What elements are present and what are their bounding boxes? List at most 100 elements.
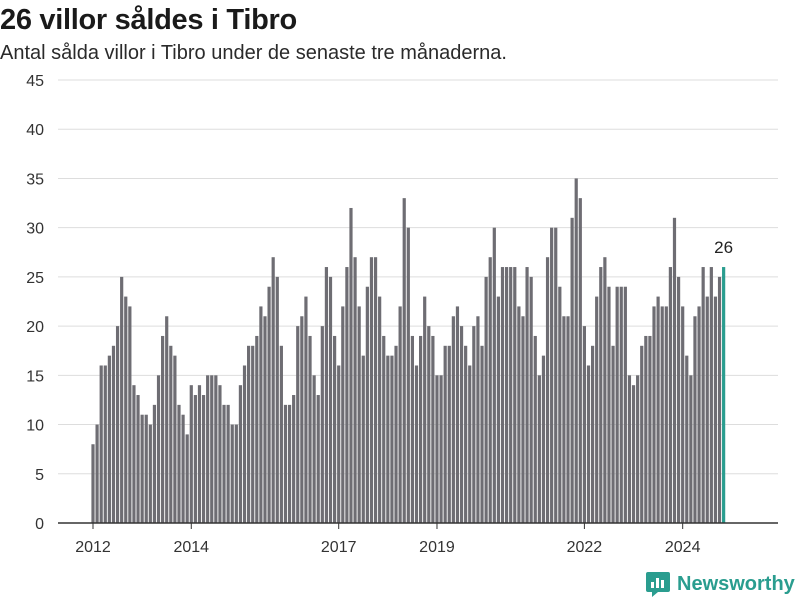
x-tick-label: 2022 <box>567 539 603 556</box>
bar <box>251 345 255 523</box>
bar <box>300 316 304 523</box>
bar <box>529 276 533 523</box>
bar <box>161 335 165 523</box>
bar <box>316 395 320 523</box>
bar <box>423 296 427 523</box>
bar <box>173 355 177 523</box>
bar <box>582 326 586 523</box>
bar <box>627 375 632 523</box>
bar <box>623 286 627 523</box>
y-tick-label: 30 <box>26 221 44 238</box>
chart-title: 26 villor såldes i Tibro <box>0 4 297 36</box>
y-tick-label: 40 <box>26 122 44 139</box>
bar <box>488 257 492 523</box>
bar <box>369 257 374 523</box>
bar <box>320 326 324 523</box>
bar <box>111 345 116 523</box>
bar <box>595 296 599 523</box>
x-tick-label: 2024 <box>665 539 701 556</box>
bar <box>255 335 259 523</box>
bar <box>533 335 537 523</box>
bar <box>91 444 95 523</box>
bar <box>144 414 148 523</box>
bar <box>95 424 99 523</box>
bar-latest <box>722 267 726 523</box>
bar <box>140 414 144 523</box>
bar <box>664 306 668 523</box>
bar <box>103 365 107 523</box>
newsworthy-logo-icon <box>646 572 670 597</box>
x-tick-label: 2012 <box>75 539 111 556</box>
bar <box>177 404 181 523</box>
bar <box>378 296 382 523</box>
bar <box>648 335 652 523</box>
bar <box>386 355 390 523</box>
bar <box>672 217 677 524</box>
bar <box>427 326 431 523</box>
bar <box>214 375 218 523</box>
bar <box>287 404 292 523</box>
bar <box>414 365 419 523</box>
bar <box>451 316 455 523</box>
bar <box>693 316 697 523</box>
bar <box>152 404 157 523</box>
bar <box>206 375 210 523</box>
chart-subtitle: Antal sålda villor i Tibro under de sena… <box>0 42 507 64</box>
brand-name: Newsworthy <box>677 572 795 595</box>
bar <box>562 316 566 523</box>
bar <box>283 404 288 523</box>
bar <box>296 326 300 523</box>
bar <box>586 365 591 523</box>
bar <box>382 335 386 523</box>
bar <box>521 316 525 523</box>
bar <box>513 267 517 523</box>
bar <box>500 267 505 523</box>
bar <box>689 375 693 523</box>
bar <box>517 306 521 523</box>
bar <box>337 365 341 523</box>
bar <box>472 326 476 523</box>
bar <box>525 267 529 523</box>
bar <box>681 306 685 523</box>
bar <box>410 335 415 523</box>
bars <box>91 178 726 524</box>
bar <box>201 395 206 523</box>
bar <box>492 227 496 523</box>
bar <box>550 227 554 523</box>
bar <box>333 335 337 523</box>
bar <box>504 267 509 523</box>
bar <box>275 276 279 523</box>
y-axis-ticks: 0 5 10 15 20 25 30 35 40 45 <box>26 73 44 533</box>
bar <box>709 267 713 523</box>
bar <box>705 296 709 523</box>
bar <box>480 345 484 523</box>
bar <box>455 306 460 523</box>
bar <box>312 375 316 523</box>
bar <box>132 385 136 523</box>
newsworthy-brand: Newsworthy <box>645 570 795 598</box>
bar <box>484 276 488 523</box>
bar <box>365 286 369 523</box>
bar <box>390 355 394 523</box>
bar <box>558 286 562 523</box>
bar <box>124 296 128 523</box>
bar <box>668 267 672 523</box>
bar <box>578 198 582 523</box>
bar <box>361 355 365 523</box>
bar <box>701 267 705 523</box>
bar <box>431 335 435 523</box>
bar <box>271 257 275 523</box>
bar <box>419 335 423 523</box>
bar <box>676 276 681 523</box>
bar <box>218 385 222 523</box>
y-tick-label: 10 <box>26 418 44 435</box>
bar <box>308 335 312 523</box>
bar <box>353 257 357 523</box>
bar <box>279 345 283 523</box>
bar <box>685 355 689 523</box>
bar <box>193 395 197 523</box>
bar <box>398 306 402 523</box>
bar <box>107 355 111 523</box>
bar <box>242 365 247 523</box>
